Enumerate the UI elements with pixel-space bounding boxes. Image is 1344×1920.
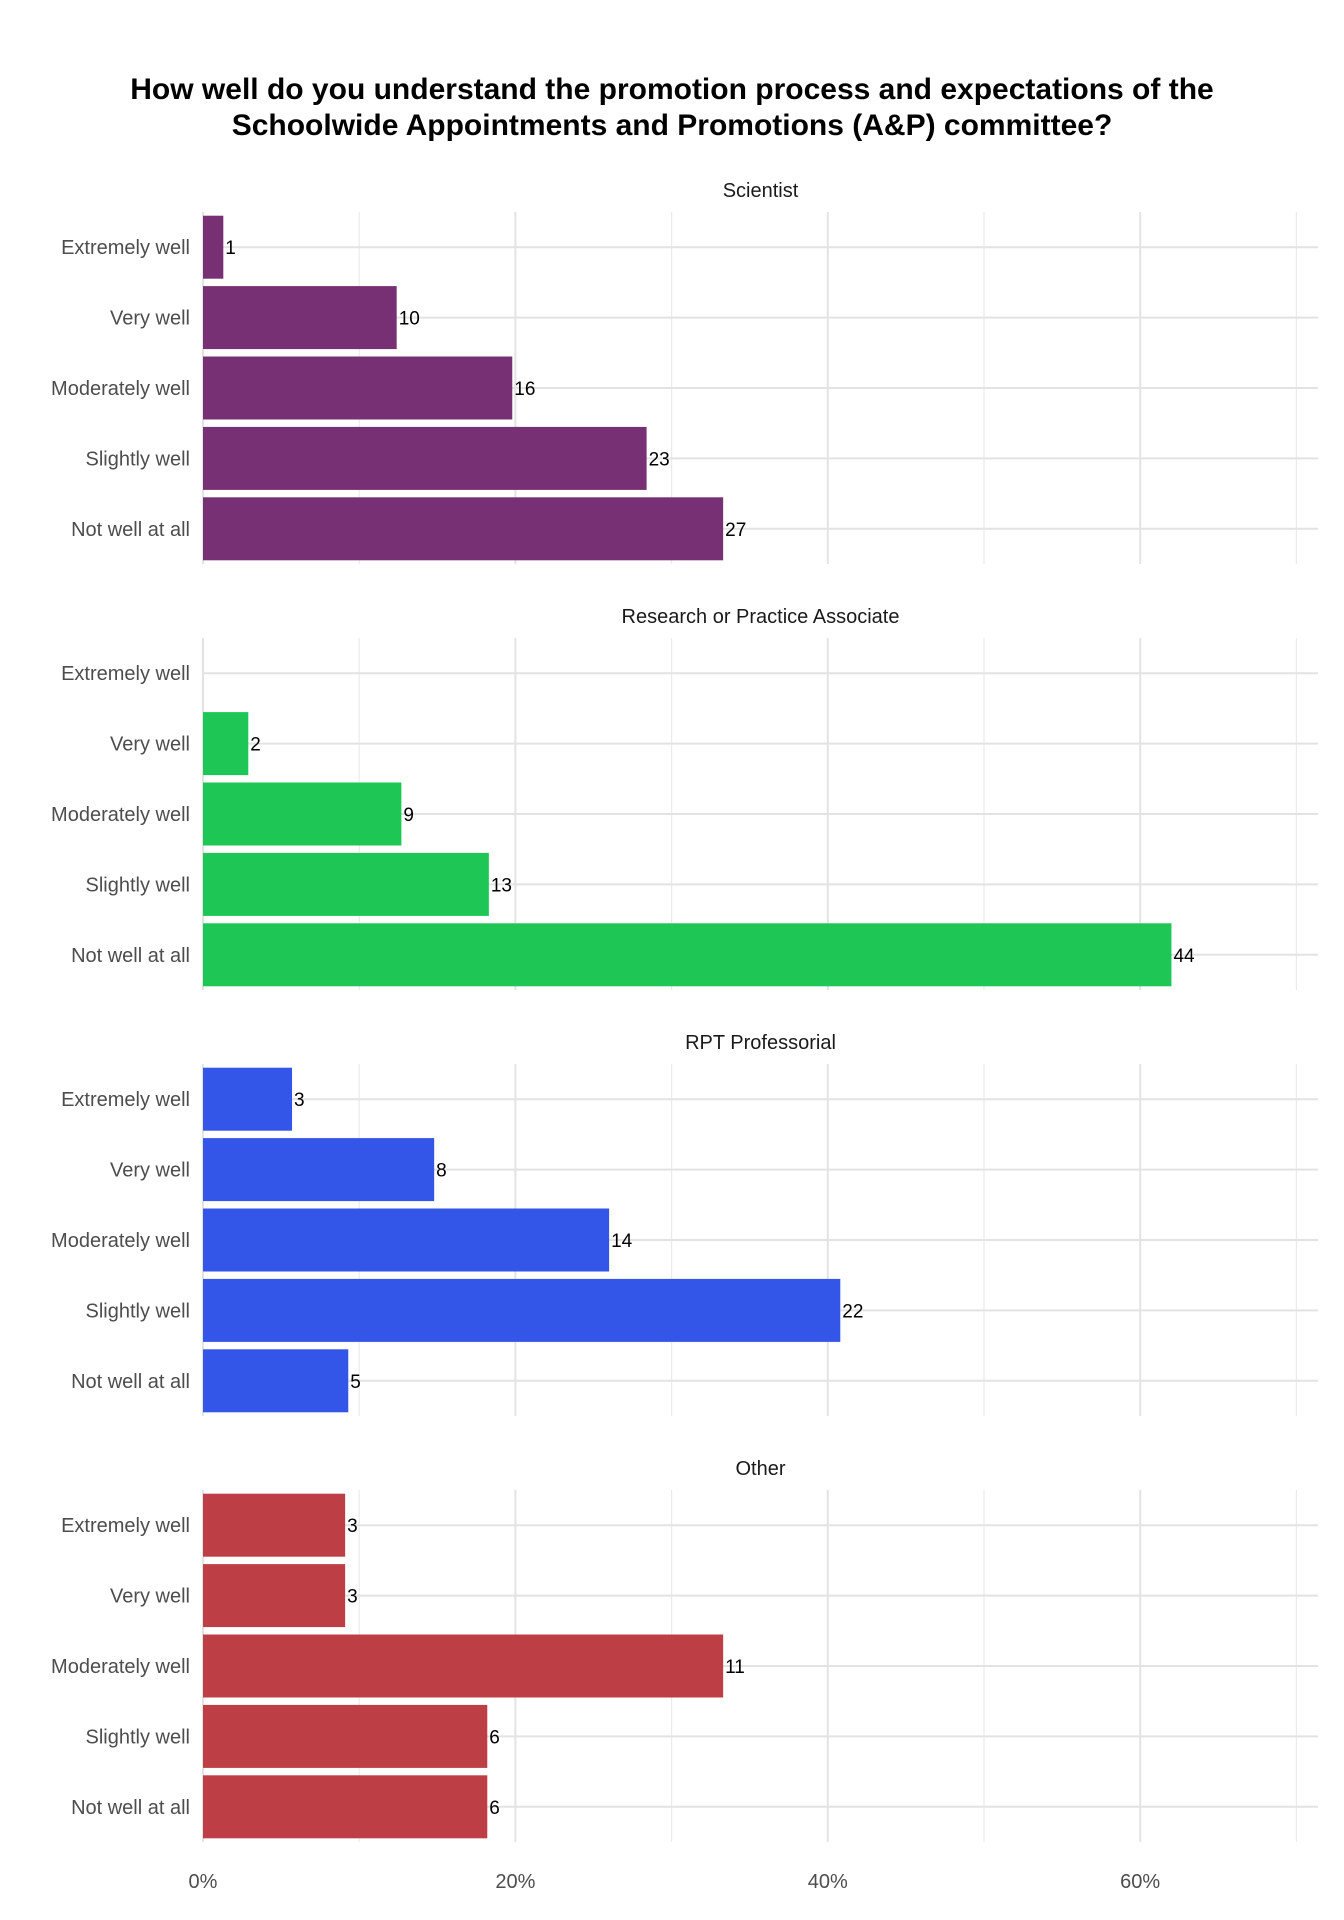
bar-value-label: 11 [725,1657,745,1678]
bar-value-label: 3 [294,1090,305,1111]
bar-value-label: 2 [250,735,261,756]
bar [203,286,397,350]
category-label: Moderately well [51,1230,190,1252]
facet-label-3: Other [735,1458,785,1480]
category-label: Moderately well [51,1656,190,1678]
bar [203,1493,346,1557]
bar [203,712,249,776]
bar [203,215,224,279]
bar [203,852,489,916]
bar [203,1564,346,1628]
bar [203,426,647,490]
bar-value-label: 5 [350,1372,361,1393]
chart-title-line-2: Schoolwide Appointments and Promotions (… [231,109,1113,142]
bar-value-label: 8 [436,1161,447,1182]
category-label: Very well [110,1160,190,1182]
bar [203,1138,435,1202]
bar-value-label: 23 [649,449,670,470]
bar-value-label: 16 [514,379,535,400]
bar-value-label: 3 [347,1587,358,1608]
bar [203,356,513,420]
bar-value-label: 6 [489,1798,500,1819]
category-label: Not well at all [71,519,190,541]
category-label: Not well at all [71,1371,190,1393]
facet-label-2: RPT Professorial [685,1032,836,1054]
facet-label-0: Scientist [723,180,799,202]
bar [203,1349,349,1413]
bar-value-label: 6 [489,1727,500,1748]
category-label: Extremely well [61,237,190,259]
bar [203,782,402,846]
bar [203,1278,841,1342]
category-label: Moderately well [51,378,190,400]
category-label: Moderately well [51,804,190,826]
bar [203,923,1172,987]
chart-title: How well do you understand the promotion… [0,72,1344,144]
bar-value-label: 10 [399,309,420,330]
category-label: Slightly well [86,874,190,896]
bar-value-label: 9 [403,805,414,826]
bar-value-label: 1 [225,238,236,259]
bar-value-label: 13 [491,875,512,896]
chart-title-line-1: How well do you understand the promotion… [130,73,1214,106]
category-label: Not well at all [71,945,190,967]
bar [203,1067,293,1131]
bar [203,497,724,561]
x-tick-label: 20% [495,1871,535,1893]
category-label: Slightly well [86,1300,190,1322]
category-label: Very well [110,1586,190,1608]
category-label: Very well [110,308,190,330]
bar [203,1208,610,1272]
category-label: Extremely well [61,1515,190,1537]
category-label: Extremely well [61,1089,190,1111]
category-label: Slightly well [86,1726,190,1748]
x-tick-label: 0% [189,1871,218,1893]
facet-label-1: Research or Practice Associate [622,606,900,628]
bar [203,1704,488,1768]
category-label: Very well [110,734,190,756]
bar-value-label: 14 [611,1231,633,1252]
bar-value-label: 27 [725,520,746,541]
category-label: Not well at all [71,1797,190,1819]
bar-value-label: 22 [842,1301,863,1322]
x-tick-label: 40% [808,1871,848,1893]
category-label: Extremely well [61,663,190,685]
x-tick-label: 60% [1120,1871,1160,1893]
bar-value-label: 3 [347,1516,358,1537]
bar-value-label: 44 [1173,946,1195,967]
category-label: Slightly well [86,448,190,470]
bar [203,1634,724,1698]
bar [203,1775,488,1839]
